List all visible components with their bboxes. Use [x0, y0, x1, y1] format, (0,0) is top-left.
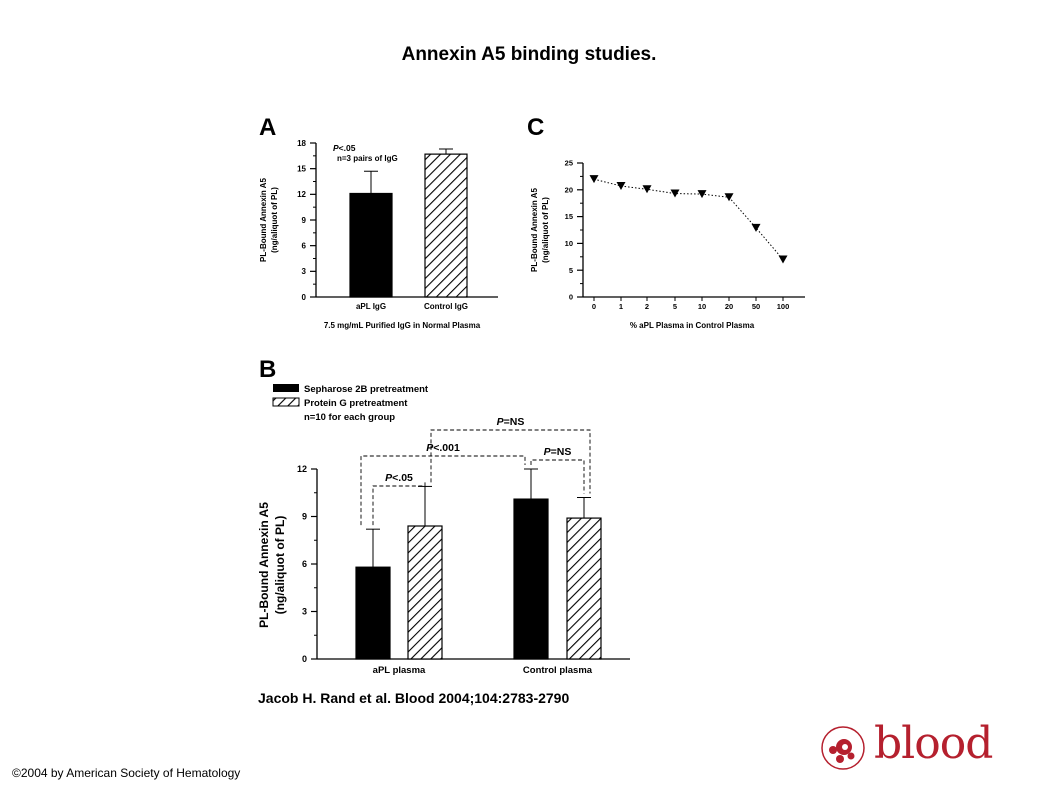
bar — [349, 192, 393, 298]
y-tick-label: 5 — [569, 266, 573, 275]
y-axis-title-unit: (ng/aliquot of PL) — [270, 187, 279, 253]
panel-b: B Sepharose 2B pretreatment Protein G pret… — [257, 356, 630, 676]
comparison-label: P=NS — [497, 416, 525, 428]
comparison-bracket — [430, 429, 591, 494]
y-axis-title: PL-Bound Annexin A5 — [257, 502, 271, 628]
y-tick-label: 0 — [569, 293, 573, 302]
y-tick-label: 25 — [565, 159, 573, 168]
x-tick-label: aPL IgG — [356, 302, 386, 311]
comparison-bracket — [360, 455, 526, 526]
citation: Jacob H. Rand et al. Blood 2004;104:2783… — [258, 690, 570, 706]
x-tick-label: Control plasma — [523, 665, 593, 676]
panel-label-c: C — [527, 114, 544, 141]
legend-swatch-solid — [273, 384, 299, 392]
y-tick-label: 15 — [565, 212, 573, 221]
y-tick-label: 12 — [297, 464, 307, 474]
blood-logo: blood — [818, 718, 998, 774]
y-axis-title: PL-Bound Annexin A5 — [259, 178, 268, 262]
y-tick-label: 3 — [302, 267, 307, 276]
page-title: Annexin A5 binding studies. — [401, 44, 657, 65]
x-axis-title: % aPL Plasma in Control Plasma — [630, 321, 755, 330]
comparison-bracket — [372, 482, 426, 526]
y-axis-title-unit: (ng/aliquot of PL) — [541, 197, 550, 263]
x-tick-label: 0 — [592, 302, 596, 311]
annotation: n=3 pairs of IgG — [337, 154, 398, 163]
logo-emblem-icon — [821, 726, 865, 770]
y-tick-label: 12 — [297, 190, 306, 199]
logo-word: blood — [874, 718, 993, 769]
comparison-bracket — [530, 459, 585, 494]
data-point — [724, 193, 734, 202]
y-tick-label: 6 — [302, 559, 307, 569]
legend-swatch-hatch — [272, 397, 300, 407]
y-tick-label: 3 — [302, 607, 307, 617]
y-axis-title: PL-Bound Annexin A5 — [530, 188, 539, 272]
x-tick-label: 100 — [777, 302, 790, 311]
legend-label: Protein G pretreatment — [304, 398, 408, 409]
data-point — [697, 190, 707, 199]
data-point — [616, 182, 626, 191]
y-tick-label: 0 — [302, 654, 307, 664]
x-axis-title: 7.5 mg/mL Purified IgG in Normal Plasma — [324, 321, 481, 330]
bar — [355, 566, 391, 660]
y-tick-label: 18 — [297, 139, 306, 148]
y-tick-label: 9 — [302, 216, 307, 225]
bar — [407, 525, 443, 660]
bar — [424, 153, 468, 298]
x-tick-label: Control IgG — [424, 302, 468, 311]
comparison-label: P=NS — [544, 446, 572, 458]
x-tick-label: 5 — [673, 302, 677, 311]
x-tick-label: 10 — [698, 302, 706, 311]
y-tick-label: 0 — [302, 293, 307, 302]
panel-label-a: A — [259, 114, 276, 141]
bar — [513, 498, 549, 660]
data-point — [589, 175, 599, 184]
copyright: ©2004 by American Society of Hematology — [12, 766, 241, 780]
data-point — [642, 185, 652, 194]
legend-label: Sepharose 2B pretreatment — [304, 384, 429, 395]
y-tick-label: 9 — [302, 512, 307, 522]
bar — [566, 517, 602, 660]
data-point — [778, 255, 788, 264]
x-tick-label: aPL plasma — [373, 665, 426, 676]
x-tick-label: 50 — [752, 302, 760, 311]
x-tick-label: 20 — [725, 302, 733, 311]
y-axis-title-unit: (ng/aliquot of PL) — [273, 516, 287, 615]
y-tick-label: 10 — [565, 239, 573, 248]
annotation: P<.05 — [333, 143, 356, 153]
y-tick-label: 15 — [297, 164, 306, 173]
series-line — [593, 178, 784, 260]
comparison-label: P<.001 — [426, 442, 460, 454]
panel-a: A 0 3 6 9 12 15 18 aPL IgG Control IgG 7.5 mg/mL P… — [259, 114, 498, 330]
x-tick-label: 2 — [645, 302, 649, 311]
legend-note: n=10 for each group — [304, 412, 395, 423]
data-point — [670, 189, 680, 198]
y-tick-label: 6 — [302, 241, 307, 250]
x-tick-label: 1 — [619, 302, 623, 311]
comparison-label: P<.05 — [385, 472, 413, 484]
y-tick-label: 20 — [565, 185, 573, 194]
data-point — [751, 223, 761, 232]
panel-label-b: B — [259, 356, 276, 383]
